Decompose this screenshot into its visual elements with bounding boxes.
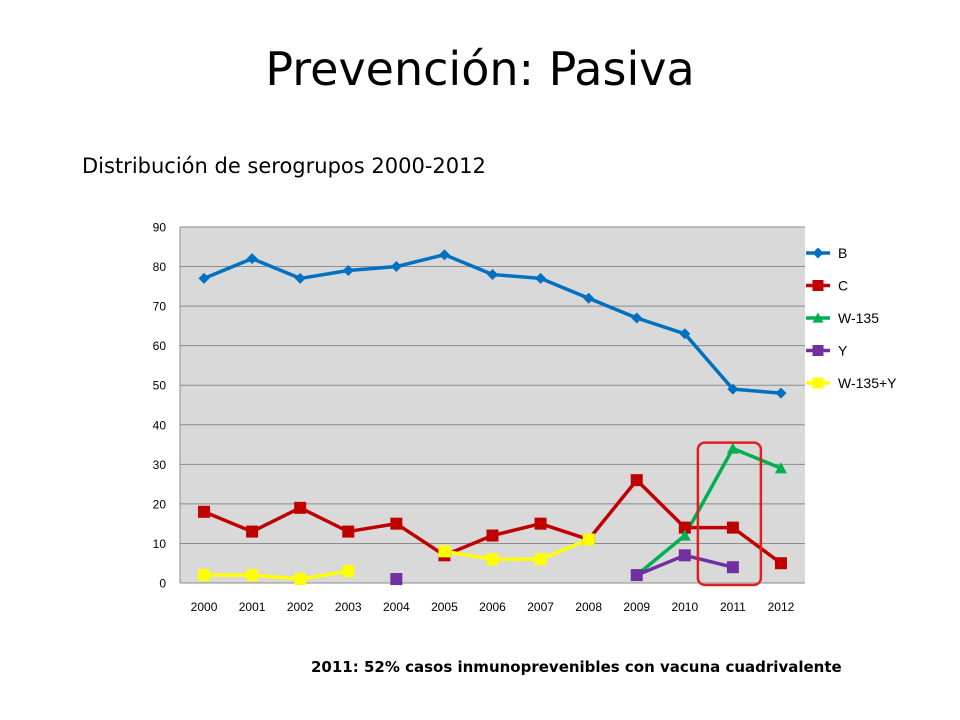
x-tick-label: 2004 — [383, 600, 410, 614]
data-point — [812, 247, 824, 259]
data-point — [534, 517, 547, 530]
y-tick-label: 40 — [153, 418, 167, 432]
series-line — [442, 537, 591, 562]
x-tick-label: 2008 — [575, 600, 602, 614]
y-tick-label: 70 — [153, 300, 167, 314]
series-line — [202, 569, 351, 581]
data-point — [775, 387, 787, 399]
y-tick-label: 80 — [153, 260, 167, 274]
data-point — [582, 533, 595, 546]
x-tick-label: 2010 — [671, 600, 698, 614]
data-point — [294, 573, 307, 586]
x-tick-label: 2005 — [431, 600, 458, 614]
data-point — [487, 268, 498, 280]
data-point — [486, 529, 499, 542]
data-point — [342, 565, 355, 578]
x-tick-label: 2006 — [479, 600, 506, 614]
legend: B C W-135 Y W-135+Y — [806, 245, 897, 391]
data-point — [812, 377, 824, 389]
legend-label: B — [838, 245, 847, 261]
legend-label: C — [838, 278, 848, 294]
data-point — [812, 280, 824, 291]
gridlines — [180, 226, 805, 584]
data-point — [438, 545, 451, 558]
data-point — [774, 462, 787, 474]
data-point — [246, 525, 259, 538]
data-point — [727, 383, 739, 395]
data-point — [678, 549, 691, 562]
data-point — [630, 474, 643, 487]
data-point — [583, 292, 595, 304]
data-point — [342, 265, 354, 277]
data-point — [198, 505, 211, 518]
series-line — [634, 446, 783, 577]
x-tick-label: 2007 — [527, 600, 554, 614]
data-point — [679, 328, 691, 340]
plot-area — [180, 227, 805, 583]
x-tick-label: 2002 — [287, 600, 314, 614]
y-tick-label: 90 — [153, 221, 167, 235]
data-point — [486, 553, 499, 566]
x-tick-label: 2000 — [191, 600, 218, 614]
x-axis: 2000 2001 2002 2003 2004 2005 2006 2007 2008 2009… — [180, 582, 805, 614]
data-point — [294, 501, 307, 514]
series-markers — [198, 249, 787, 586]
data-point — [726, 521, 739, 534]
highlight-box — [696, 441, 763, 587]
y-tick-label: 50 — [153, 379, 167, 393]
data-point — [812, 312, 824, 323]
data-point — [678, 521, 691, 534]
data-point — [726, 442, 739, 454]
data-point — [438, 249, 450, 261]
x-tick-label: 2012 — [768, 600, 795, 614]
y-tick-label: 0 — [159, 577, 166, 591]
x-tick-label: 2009 — [623, 600, 650, 614]
slide-title: Prevención: Pasiva — [265, 42, 695, 96]
data-point — [678, 529, 691, 541]
plot-background — [180, 227, 805, 583]
highlight-2011 — [696, 441, 763, 587]
data-point — [390, 517, 403, 530]
data-point — [812, 345, 824, 356]
y-tick-label: 60 — [153, 339, 167, 353]
legend-label: W-135 — [838, 310, 879, 326]
data-point — [246, 569, 259, 582]
legend-label: W-135+Y — [838, 375, 897, 391]
data-point — [198, 569, 211, 582]
data-point — [198, 272, 210, 284]
data-point — [726, 561, 739, 574]
chart-subtitle: Distribución de serogrupos 2000-2012 — [82, 154, 486, 178]
y-tick-label: 20 — [153, 497, 167, 511]
data-point — [342, 525, 355, 538]
data-point — [390, 573, 403, 586]
y-axis: 0 10 20 30 40 50 60 70 80 90 — [153, 221, 181, 591]
data-point — [246, 253, 258, 265]
data-point — [774, 557, 787, 570]
footnote: 2011: 52% casos inmunoprevenibles con va… — [311, 658, 842, 676]
data-point — [294, 272, 306, 284]
x-tick-label: 2011 — [720, 600, 746, 614]
data-point — [535, 272, 547, 284]
data-point — [534, 553, 547, 566]
y-tick-label: 10 — [153, 537, 167, 551]
data-point — [630, 569, 643, 582]
x-tick-label: 2001 — [239, 600, 266, 614]
data-point — [631, 312, 643, 324]
legend-label: Y — [838, 343, 848, 359]
y-tick-label: 30 — [153, 458, 167, 472]
x-tick-label: 2003 — [335, 600, 362, 614]
data-point — [390, 261, 402, 273]
